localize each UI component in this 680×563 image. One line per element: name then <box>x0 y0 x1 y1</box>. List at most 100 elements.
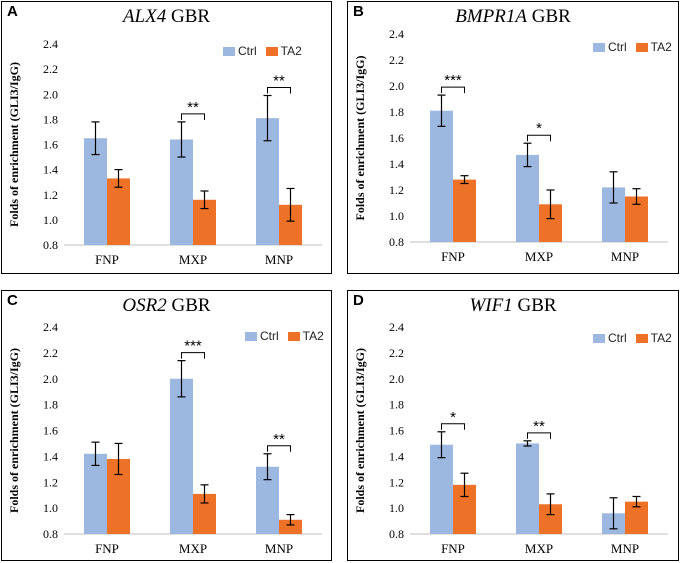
y-tick-label: 1.8 <box>43 398 58 412</box>
legend-label-ta2: TA2 <box>302 329 324 343</box>
legend: Ctrl TA2 <box>223 44 311 58</box>
y-tick-label: 1.4 <box>389 449 404 463</box>
significance-marker: ** <box>187 99 199 116</box>
panel-letter: C <box>7 292 18 309</box>
significance-marker: ** <box>273 73 285 90</box>
y-axis-label: Folds of enrichment (GLI3/IgG) <box>7 62 21 227</box>
legend-ta2: TA2 <box>635 331 672 345</box>
bar-ta2 <box>453 484 476 534</box>
y-tick-label: 0.8 <box>389 235 404 249</box>
y-tick-label: 1.6 <box>389 131 404 145</box>
legend-ta2: TA2 <box>265 44 302 58</box>
significance-marker: * <box>536 120 542 137</box>
panel-letter: D <box>353 292 364 309</box>
legend-ctrl: Ctrl <box>223 44 257 58</box>
y-tick-label: 1.2 <box>389 475 404 489</box>
legend-swatch-ctrl <box>593 42 605 52</box>
x-tick-label: MNP <box>265 252 293 267</box>
y-tick-label: 0.8 <box>43 527 58 541</box>
title-suffix: GBR <box>512 295 557 316</box>
x-tick-label: MNP <box>611 249 639 264</box>
x-tick-label: MXP <box>525 541 553 556</box>
legend-label-ta2: TA2 <box>650 331 672 345</box>
legend: Ctrl TA2 <box>593 331 680 345</box>
panel-c: 0.8 1.0 1.2 1.4 1.6 1.8 2.0 2.2 2.4 Folds of enri… <box>1 290 332 561</box>
significance-bracket <box>181 113 205 120</box>
bar-ctrl <box>256 466 279 534</box>
legend-label-ta2: TA2 <box>650 40 672 54</box>
panel-letter: B <box>353 3 364 20</box>
significance-bracket <box>267 445 291 452</box>
y-tick-label: 2.4 <box>389 27 404 41</box>
bar-ctrl <box>430 110 453 242</box>
y-axis-label: Folds of enrichment (GLI3/IgG) <box>7 348 21 513</box>
y-tick-label: 1.0 <box>43 501 58 515</box>
x-tick-label: MXP <box>179 541 207 556</box>
bar-ta2 <box>107 178 130 245</box>
legend-label-ctrl: Ctrl <box>260 329 279 343</box>
panel-letter: A <box>7 3 18 20</box>
y-tick-label: 1.0 <box>389 501 404 515</box>
bar-ta2 <box>539 504 562 534</box>
chart-title: OSR2 GBR <box>2 295 331 317</box>
bar-ctrl <box>84 453 107 534</box>
y-tick-label: 1.8 <box>43 112 58 126</box>
panel-b: 0.8 1.0 1.2 1.4 1.6 1.8 2.0 2.2 2.4 Folds of enri… <box>347 1 679 274</box>
bar-ta2 <box>193 493 216 534</box>
legend-label-ctrl: Ctrl <box>608 40 627 54</box>
legend-label-ta2: TA2 <box>280 44 302 58</box>
x-tick-label: MXP <box>525 249 553 264</box>
y-tick-label: 2.4 <box>43 37 58 51</box>
title-suffix: GBR <box>526 6 571 27</box>
legend-swatch-ta2 <box>635 333 648 343</box>
chart-svg: 0.8 1.0 1.2 1.4 1.6 1.8 2.0 2.2 2.4 Folds of enri… <box>353 27 668 264</box>
y-tick-label: 2.2 <box>43 62 58 76</box>
bar-ctrl <box>516 443 539 534</box>
gene-name: ALX4 <box>122 6 167 27</box>
bar-ta2 <box>279 519 302 534</box>
y-tick-label: 2.0 <box>43 372 58 386</box>
y-tick-label: 1.2 <box>43 188 58 202</box>
y-tick-label: 2.4 <box>389 320 404 334</box>
y-tick-label: 2.2 <box>43 346 58 360</box>
legend: Ctrl TA2 <box>593 40 680 54</box>
chart-title: WIF1 GBR <box>348 295 678 317</box>
y-tick-label: 1.6 <box>43 138 58 152</box>
x-tick-label: FNP <box>441 249 465 264</box>
y-tick-label: 1.2 <box>43 475 58 489</box>
legend-swatch-ctrl <box>245 331 257 341</box>
y-axis-label: Folds of enrichment (GLI3/IgG) <box>353 348 367 513</box>
y-tick-label: 2.2 <box>389 53 404 67</box>
y-tick-label: 1.8 <box>389 398 404 412</box>
x-tick-label: MNP <box>265 541 293 556</box>
chart-title: ALX4 GBR <box>2 6 331 28</box>
y-tick-label: 2.0 <box>389 372 404 386</box>
bar-ta2 <box>107 458 130 534</box>
significance-bracket <box>527 134 551 142</box>
chart-svg: 0.8 1.0 1.2 1.4 1.6 1.8 2.0 2.2 2.4 Folds of enri… <box>353 320 668 556</box>
x-tick-label: MNP <box>611 541 639 556</box>
legend-ctrl: Ctrl <box>593 331 627 345</box>
legend-swatch-ctrl <box>223 46 235 56</box>
x-tick-label: FNP <box>95 541 119 556</box>
x-tick-label: FNP <box>95 252 119 267</box>
legend-label-ctrl: Ctrl <box>238 44 257 58</box>
bar-ctrl <box>170 139 193 245</box>
y-tick-label: 2.0 <box>389 79 404 93</box>
significance-marker: ** <box>273 431 285 448</box>
legend-ctrl: Ctrl <box>593 40 627 54</box>
significance-bracket <box>267 87 291 94</box>
bar-ta2 <box>625 196 648 242</box>
y-tick-label: 1.4 <box>43 449 58 463</box>
gene-name: BMPR1A <box>455 6 527 27</box>
y-tick-label: 1.6 <box>389 424 404 438</box>
y-tick-label: 1.2 <box>389 183 404 197</box>
bar-ctrl <box>256 118 279 245</box>
y-tick-label: 0.8 <box>43 238 58 252</box>
x-tick-label: FNP <box>441 541 465 556</box>
legend-swatch-ta2 <box>287 331 300 341</box>
bar-ctrl <box>516 154 539 242</box>
legend: Ctrl TA2 <box>245 329 333 343</box>
chart-svg: 0.8 1.0 1.2 1.4 1.6 1.8 2.0 2.2 2.4 Folds of enri… <box>7 37 322 267</box>
bar-ta2 <box>539 204 562 242</box>
